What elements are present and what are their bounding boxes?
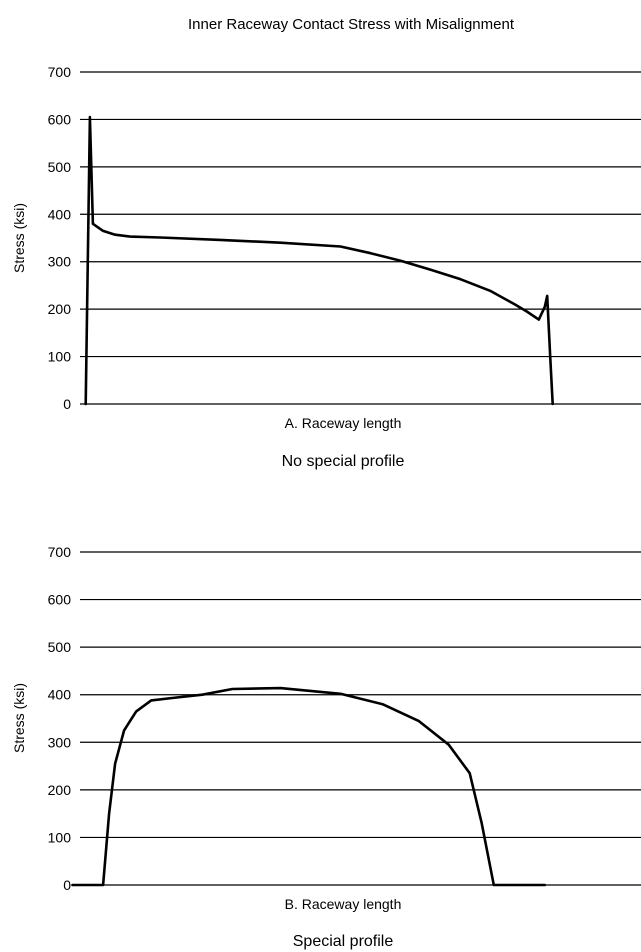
panel-b-ytick-label: 300 <box>48 734 72 750</box>
panel-b-ytick-label: 500 <box>48 639 72 655</box>
panel-b-ylabel: Stress (ksi) <box>11 683 27 753</box>
panel-b-ytick-label: 700 <box>48 544 72 560</box>
panel-b-title: Special profile <box>293 933 394 950</box>
panel-a-ytick-label: 400 <box>48 206 72 222</box>
panel-b-ytick-label: 200 <box>48 782 72 798</box>
panel-a-ytick-label: 700 <box>48 64 72 80</box>
panel-a-ytick-label: 100 <box>48 349 72 365</box>
panel-b-ytick-label: 100 <box>48 829 72 845</box>
panel-b-ytick-label: 600 <box>48 592 72 608</box>
figure-title: Inner Raceway Contact Stress with Misali… <box>188 16 515 33</box>
panel-a-title: No special profile <box>282 453 405 470</box>
panel-a-ytick-label: 600 <box>48 111 72 127</box>
panel-a-ytick-label: 200 <box>48 301 72 317</box>
panel-b-stress-line <box>71 686 547 887</box>
panel-a-xlabel: A. Raceway length <box>285 415 402 431</box>
panel-a-ytick-label: 0 <box>63 396 71 412</box>
panel-b-ytick-label: 400 <box>48 687 72 703</box>
panel-a-ytick-label: 500 <box>48 159 72 175</box>
panel-b-ytick-label: 0 <box>63 877 71 893</box>
panel-a-ytick-label: 300 <box>48 254 72 270</box>
panel-b-xlabel: B. Raceway length <box>285 896 402 912</box>
panel-a-stress-line <box>84 115 554 406</box>
panel-a-ylabel: Stress (ksi) <box>11 203 27 273</box>
